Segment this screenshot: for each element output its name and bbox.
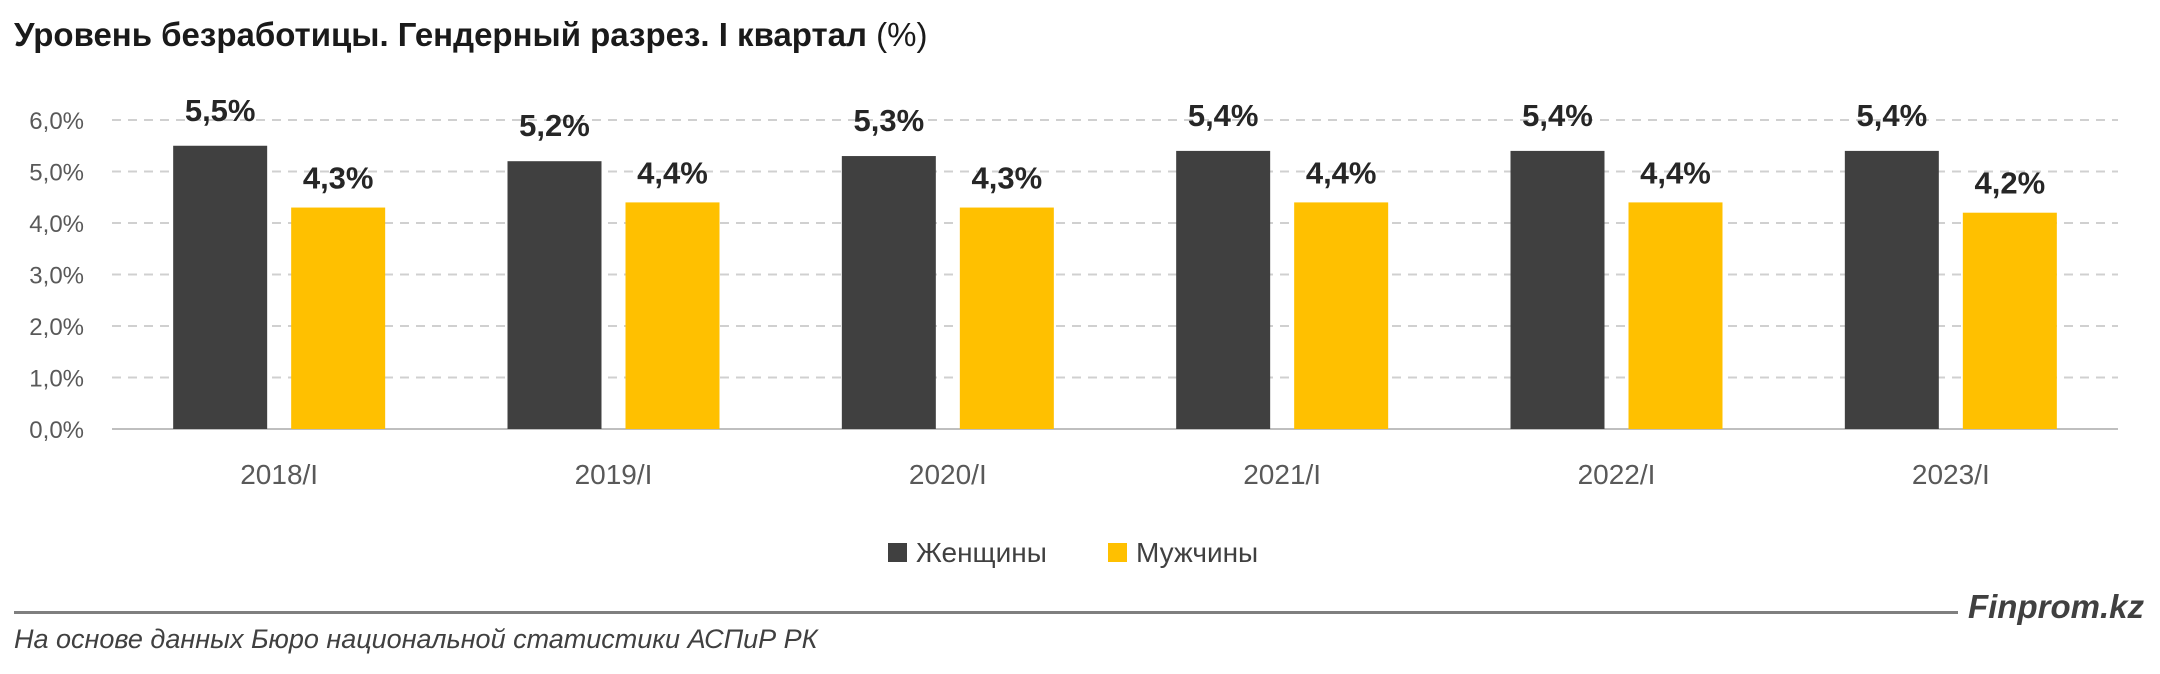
- source-note: На основе данных Бюро национальной стати…: [14, 624, 818, 654]
- bar: [173, 145, 268, 429]
- data-label: 5,2%: [519, 108, 590, 143]
- data-label: 5,3%: [853, 103, 924, 138]
- y-tick-label: 6,0%: [29, 108, 84, 135]
- data-label: 4,4%: [637, 155, 708, 190]
- legend: Женщины Мужчины: [888, 537, 1258, 568]
- x-tick-label: 2022/I: [1578, 459, 1656, 490]
- x-tick-label: 2018/I: [240, 459, 318, 490]
- y-axis: 0,0% 1,0% 2,0% 3,0% 4,0% 5,0% 6,0%: [29, 108, 84, 444]
- legend-label: Женщины: [916, 537, 1047, 568]
- x-axis: 2018/I 2019/I 2020/I 2021/I 2022/I 2023/I: [240, 459, 1990, 490]
- x-tick-label: 2020/I: [909, 459, 987, 490]
- data-label: 5,4%: [1522, 98, 1593, 133]
- x-tick-label: 2019/I: [575, 459, 653, 490]
- bar: [959, 207, 1054, 429]
- data-label: 4,4%: [1640, 155, 1711, 190]
- data-label: 5,4%: [1856, 98, 1927, 133]
- data-labels: 5,5% 4,3% 5,2% 4,4% 5,3% 4,3% 5,4% 4,4% 5,4% 4,4%…: [185, 93, 2045, 201]
- y-tick-label: 4,0%: [29, 211, 84, 238]
- bar: [1962, 212, 2057, 429]
- chart-title-unit: (%): [876, 16, 928, 53]
- x-tick-label: 2021/I: [1243, 459, 1321, 490]
- bar: [1628, 202, 1723, 429]
- y-tick-label: 2,0%: [29, 314, 84, 341]
- bar: [507, 161, 602, 429]
- x-tick-label: 2023/I: [1912, 459, 1990, 490]
- data-label: 4,3%: [971, 161, 1042, 196]
- chart-title: Уровень безработицы. Гендерный разрез. I…: [14, 16, 927, 54]
- bar-chart: 0,0% 1,0% 2,0% 3,0% 4,0% 5,0% 6,0% 5,5% 4,3% 5,2…: [29, 93, 2118, 568]
- y-tick-label: 3,0%: [29, 263, 84, 290]
- data-label: 5,4%: [1188, 98, 1259, 133]
- bar: [291, 207, 386, 429]
- bar: [1844, 150, 1939, 429]
- bar: [625, 202, 720, 429]
- bar: [1510, 150, 1605, 429]
- footer-divider: [14, 611, 1958, 614]
- bar: [1176, 150, 1271, 429]
- legend-swatch: [888, 543, 907, 562]
- legend-label: Мужчины: [1136, 537, 1258, 568]
- brand-logo-text: Finprom.kz: [1967, 588, 2144, 625]
- y-tick-label: 0,0%: [29, 417, 84, 444]
- gridlines: [112, 119, 2118, 430]
- bars: [173, 145, 2057, 430]
- y-tick-label: 1,0%: [29, 366, 84, 393]
- y-tick-label: 5,0%: [29, 160, 84, 187]
- legend-swatch: [1108, 543, 1127, 562]
- bar: [841, 156, 936, 430]
- data-label: 4,3%: [303, 161, 374, 196]
- data-label: 5,5%: [185, 93, 256, 128]
- data-label: 4,2%: [1974, 166, 2045, 201]
- chart-title-main: Уровень безработицы. Гендерный разрез. I…: [14, 16, 867, 53]
- data-label: 4,4%: [1306, 155, 1377, 190]
- bar: [1294, 202, 1389, 429]
